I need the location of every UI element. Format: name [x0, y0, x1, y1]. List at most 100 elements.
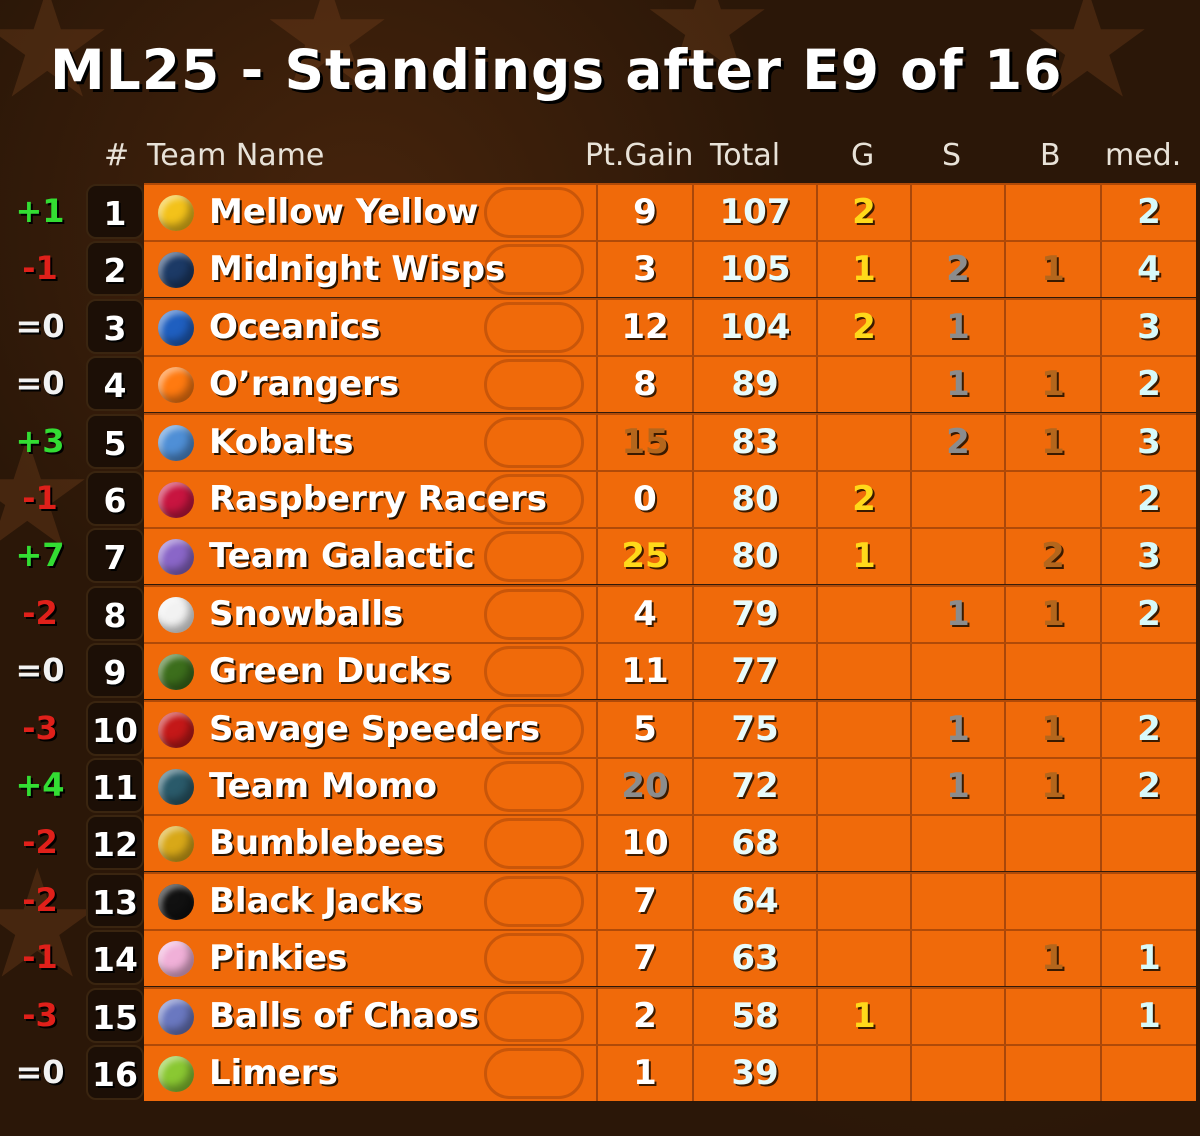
total-points: 72: [692, 759, 816, 814]
team-marble-icon: [158, 826, 194, 862]
team-bar: Raspberry Racers 0 80 2 2: [144, 470, 1196, 527]
team-name: Snowballs: [209, 594, 404, 634]
table-row: -3 15 Balls of Chaos 2 58 1 1: [0, 987, 1200, 1044]
total-points: 80: [692, 472, 816, 527]
gold-count: [816, 587, 910, 642]
bronze-count: [1004, 644, 1100, 699]
rank-number: 9: [86, 643, 144, 698]
team-logo-watermark-icon: [484, 359, 584, 410]
team-name: Limers: [209, 1053, 338, 1093]
silver-count: [910, 185, 1004, 240]
team-bar: Team Galactic 25 80 1 2 3: [144, 527, 1196, 584]
table-row: =0 3 Oceanics 12 104 2 1 3: [0, 298, 1200, 355]
header-team-name: Team Name: [147, 138, 325, 173]
point-gain: 9: [596, 185, 692, 240]
rank-number: 2: [86, 241, 144, 296]
point-gain: 3: [596, 242, 692, 297]
team-bar: Kobalts 15 83 2 1 3: [144, 413, 1196, 470]
point-gain: 7: [596, 874, 692, 929]
gold-count: [816, 874, 910, 929]
gold-count: [816, 816, 910, 871]
background-star: ★: [260, 0, 395, 122]
table-row: =0 16 Limers 1 39: [0, 1044, 1200, 1101]
silver-count: [910, 874, 1004, 929]
team-bar: Oceanics 12 104 2 1 3: [144, 298, 1196, 355]
rank-number: 11: [86, 758, 144, 813]
silver-count: 1: [910, 759, 1004, 814]
team-logo-watermark-icon: [484, 933, 584, 984]
medal-count: 2: [1100, 357, 1196, 412]
bronze-count: 1: [1004, 242, 1100, 297]
rank-change: -2: [22, 881, 58, 919]
team-bar: Midnight Wisps 3 105 1 2 1 4: [144, 240, 1196, 297]
team-bar: Savage Speeders 5 75 1 1 2: [144, 700, 1196, 757]
silver-count: 2: [910, 415, 1004, 470]
point-gain: 10: [596, 816, 692, 871]
team-name: Kobalts: [209, 422, 354, 462]
team-logo-watermark-icon: [484, 302, 584, 353]
silver-count: [910, 989, 1004, 1044]
team-marble-icon: [158, 310, 194, 346]
rank-change: -1: [22, 479, 58, 517]
medal-count: 3: [1100, 300, 1196, 355]
medal-count: [1100, 1046, 1196, 1101]
total-points: 105: [692, 242, 816, 297]
medal-count: 1: [1100, 931, 1196, 986]
rank-number: 8: [86, 586, 144, 641]
bronze-count: [1004, 1046, 1100, 1101]
rank-number: 16: [86, 1045, 144, 1100]
gold-count: [816, 415, 910, 470]
team-bar: Bumblebees 10 68: [144, 814, 1196, 871]
medal-count: 2: [1100, 587, 1196, 642]
team-name: Team Momo: [209, 766, 437, 806]
team-name: Raspberry Racers: [209, 479, 547, 519]
header-total: Total: [710, 138, 781, 173]
bronze-count: 1: [1004, 415, 1100, 470]
bronze-count: 1: [1004, 931, 1100, 986]
total-points: 68: [692, 816, 816, 871]
page-title: ML25 - Standings after E9 of 16: [50, 38, 1063, 102]
table-row: -1 14 Pinkies 7 63 1 1: [0, 929, 1200, 986]
team-logo-watermark-icon: [484, 991, 584, 1042]
rank-number: 6: [86, 471, 144, 526]
team-bar: Snowballs 4 79 1 1 2: [144, 585, 1196, 642]
bronze-count: [1004, 472, 1100, 527]
header-rank: #: [104, 138, 130, 173]
rank-number: 3: [86, 299, 144, 354]
team-bar: Black Jacks 7 64: [144, 872, 1196, 929]
rank-number: 4: [86, 356, 144, 411]
rank-change: -3: [22, 996, 58, 1034]
header-bronze: B: [1040, 138, 1061, 173]
bronze-count: [1004, 185, 1100, 240]
total-points: 79: [692, 587, 816, 642]
silver-count: 1: [910, 702, 1004, 757]
team-bar: Pinkies 7 63 1 1: [144, 929, 1196, 986]
background-star: ★: [640, 0, 775, 112]
total-points: 89: [692, 357, 816, 412]
rank-number: 12: [86, 815, 144, 870]
rank-number: 1: [86, 184, 144, 239]
background-star: ★: [0, 408, 95, 582]
team-marble-icon: [158, 425, 194, 461]
silver-count: [910, 644, 1004, 699]
team-marble-icon: [158, 712, 194, 748]
team-name: Bumblebees: [209, 823, 445, 863]
medal-count: 2: [1100, 185, 1196, 240]
medal-count: [1100, 644, 1196, 699]
total-points: 63: [692, 931, 816, 986]
team-name: Pinkies: [209, 938, 348, 978]
team-logo-watermark-icon: [484, 187, 584, 238]
medal-count: 3: [1100, 529, 1196, 584]
rank-change: +7: [15, 536, 65, 574]
gold-count: 2: [816, 472, 910, 527]
rank-change: -3: [22, 709, 58, 747]
rank-change: -2: [22, 823, 58, 861]
header-silver: S: [942, 138, 962, 173]
team-name: Oceanics: [209, 307, 381, 347]
rank-number: 15: [86, 988, 144, 1043]
rank-change: +1: [15, 192, 65, 230]
point-gain: 7: [596, 931, 692, 986]
gold-count: 2: [816, 300, 910, 355]
rank-change: +3: [15, 422, 65, 460]
rank-change: -1: [22, 938, 58, 976]
